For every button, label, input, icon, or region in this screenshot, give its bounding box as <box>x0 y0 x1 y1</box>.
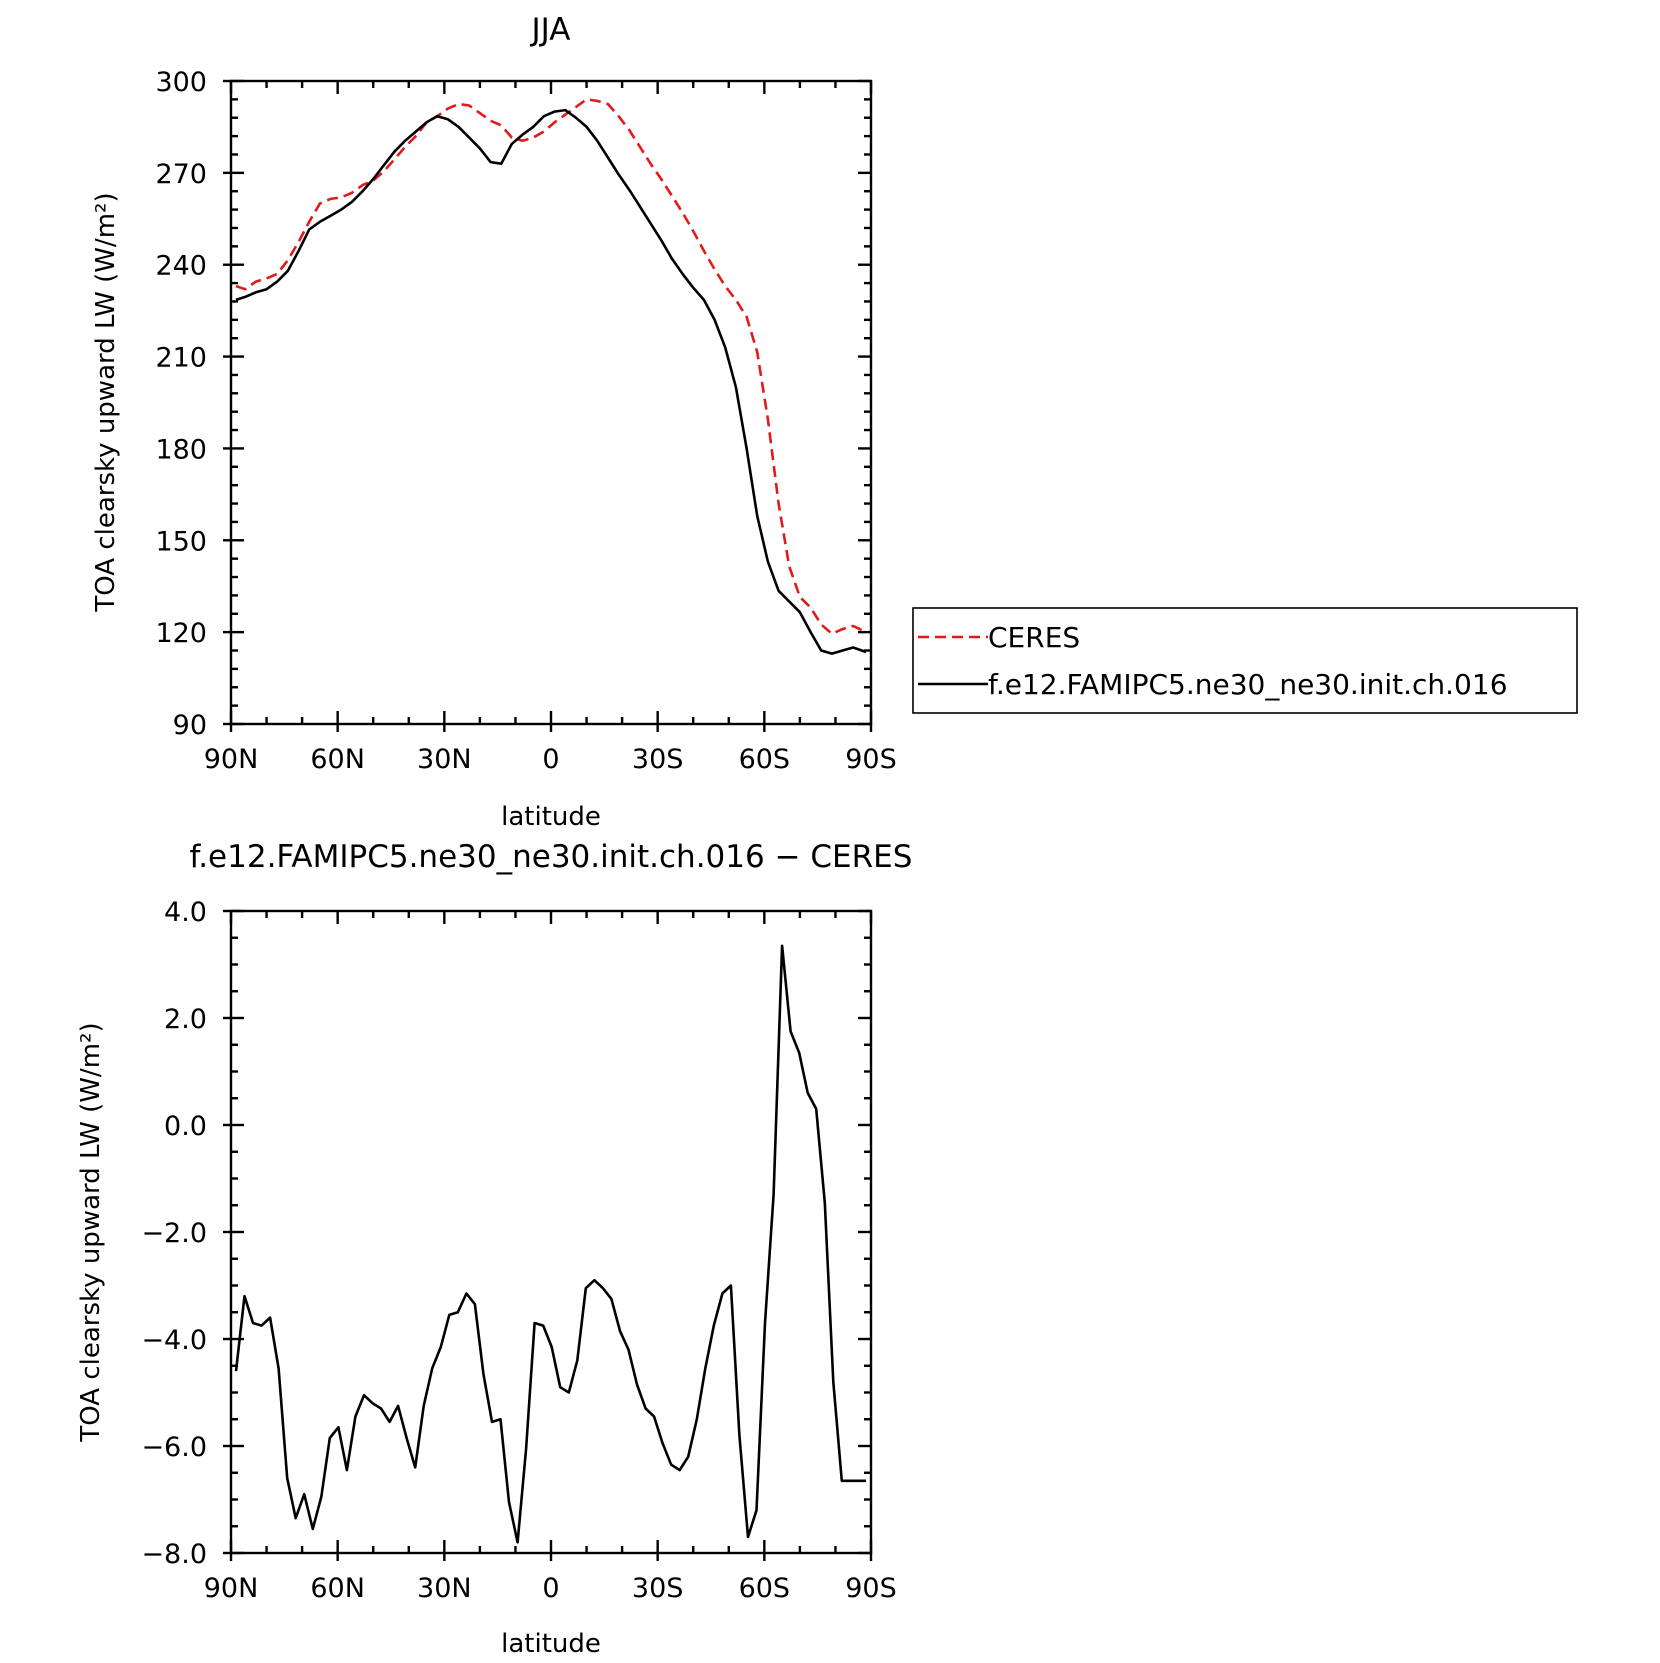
series-line-f-e12-famipc5-ne30-ne30-init-ch-016 <box>235 108 867 655</box>
legend: CERES f.e12.FAMIPC5.ne30_ne30.init.ch.01… <box>912 607 1578 714</box>
top-panel: JJA 90N 60N 30N 0 30S 60S 90S 90 120 150 180 210 240… <box>91 12 1578 832</box>
x-tick-label: 90N <box>204 744 259 775</box>
x-tick-label: 0 <box>542 1573 559 1604</box>
x-tick-label: 90S <box>845 1573 897 1604</box>
x-tick-label: 60S <box>739 744 791 775</box>
x-tick-label: 90S <box>845 744 897 775</box>
x-tick-label: 0 <box>542 744 559 775</box>
x-tick-label: 60S <box>739 1573 791 1604</box>
y-tick-label: −4.0 <box>141 1325 207 1356</box>
legend-label-model: f.e12.FAMIPC5.ne30_ne30.init.ch.016 <box>988 668 1508 701</box>
bottom-panel: f.e12.FAMIPC5.ne30_ne30.init.ch.016 − CE… <box>76 839 912 1659</box>
x-tick-label: 30S <box>632 744 684 775</box>
bottom-ticks <box>223 909 873 1561</box>
bottom-series-lines <box>234 944 866 1544</box>
top-ticks <box>223 79 873 732</box>
y-tick-label: 120 <box>155 618 207 649</box>
bottom-tick-labels: 90N 60N 30N 0 30S 60S 90S −8.0 −6.0 −4.0 −2.0 0.0 2.… <box>141 897 896 1604</box>
y-tick-label: 4.0 <box>164 897 207 928</box>
x-tick-label: 60N <box>310 744 365 775</box>
top-chart-title: JJA <box>530 12 571 48</box>
y-tick-label: 150 <box>155 526 207 557</box>
legend-label-ceres: CERES <box>988 621 1080 654</box>
x-tick-label: 60N <box>310 1573 365 1604</box>
y-tick-label: 2.0 <box>164 1004 207 1035</box>
y-tick-label: −6.0 <box>141 1432 207 1463</box>
top-tick-labels: 90N 60N 30N 0 30S 60S 90S 90 120 150 180 210 240 270 3… <box>155 67 896 775</box>
y-tick-label: 90 <box>173 710 207 741</box>
x-tick-label: 30N <box>417 1573 472 1604</box>
legend-box <box>912 607 1578 714</box>
bottom-y-axis-label: TOA clearsky upward LW (W/m²) <box>76 1022 106 1442</box>
y-tick-label: 270 <box>155 159 207 190</box>
y-tick-label: −8.0 <box>141 1539 207 1570</box>
top-x-axis-label: latitude <box>501 802 601 832</box>
bottom-x-axis-label: latitude <box>501 1629 601 1659</box>
x-tick-label: 30N <box>417 744 472 775</box>
top-y-axis-label: TOA clearsky upward LW (W/m²) <box>91 192 121 612</box>
bottom-plot-frame <box>229 909 873 1555</box>
y-tick-label: 0.0 <box>164 1111 207 1142</box>
top-series-lines <box>235 98 867 655</box>
y-tick-label: 180 <box>155 434 207 465</box>
difference-line <box>234 944 866 1544</box>
y-tick-label: 210 <box>155 343 207 374</box>
x-tick-label: 90N <box>204 1573 259 1604</box>
bottom-chart-title: f.e12.FAMIPC5.ne30_ne30.init.ch.016 − CE… <box>190 839 913 875</box>
y-tick-label: 240 <box>155 251 207 282</box>
y-tick-label: −2.0 <box>141 1218 207 1249</box>
series-line-ceres <box>235 98 867 636</box>
y-tick-label: 300 <box>155 67 207 98</box>
top-plot-frame <box>229 79 873 726</box>
x-tick-label: 30S <box>632 1573 684 1604</box>
